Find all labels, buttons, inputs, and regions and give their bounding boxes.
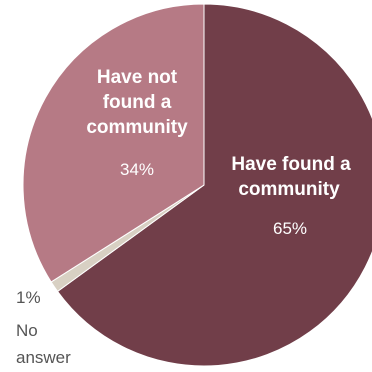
- pie-inside-labels: Have found a community 65% Have not foun…: [86, 67, 351, 238]
- pie-slices: [22, 3, 372, 367]
- slice-label-not-found-line-2: found a: [103, 92, 172, 113]
- slice-label-not-found-line-1: Have not: [97, 67, 178, 88]
- slice-value-found: 65%: [273, 219, 307, 238]
- slice-label-found-line-2: community: [238, 179, 340, 200]
- slice-label-no-answer-line-1: No: [16, 321, 38, 340]
- slice-value-not-found: 34%: [120, 160, 154, 179]
- pie-slice-have-found: [56, 3, 372, 367]
- slice-label-no-answer-line-2: answer: [16, 348, 71, 367]
- slice-value-no-answer: 1%: [16, 288, 41, 307]
- slice-label-not-found-line-3: community: [86, 117, 188, 138]
- slice-label-found-line-1: Have found a: [231, 154, 351, 175]
- pie-slice-have-not-found: [22, 3, 205, 283]
